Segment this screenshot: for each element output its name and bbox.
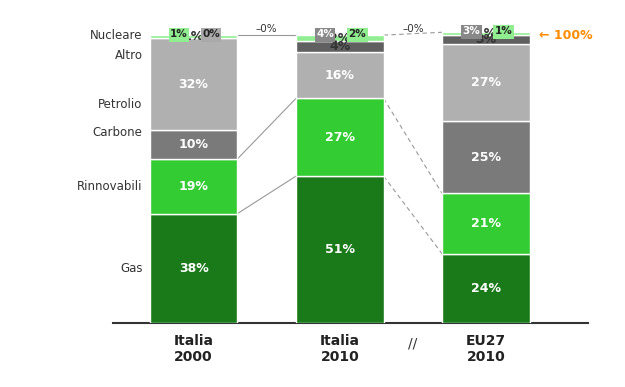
Bar bbox=[442, 122, 530, 194]
Text: 27%: 27% bbox=[471, 76, 501, 89]
Text: Nucleare: Nucleare bbox=[90, 29, 142, 42]
Bar bbox=[150, 35, 238, 38]
Bar bbox=[296, 98, 384, 176]
Text: 2%: 2% bbox=[349, 29, 366, 39]
Text: –0%: –0% bbox=[256, 24, 278, 34]
FancyBboxPatch shape bbox=[315, 28, 336, 42]
Text: 1%: 1% bbox=[183, 30, 204, 43]
Text: Rinnovabili: Rinnovabili bbox=[77, 180, 142, 193]
Text: 3%: 3% bbox=[476, 33, 496, 46]
Bar bbox=[150, 38, 238, 130]
FancyBboxPatch shape bbox=[201, 28, 221, 42]
Text: 4%: 4% bbox=[329, 40, 351, 53]
Bar bbox=[296, 35, 384, 41]
Text: 38%: 38% bbox=[179, 262, 209, 275]
Bar bbox=[442, 32, 530, 35]
Text: Carbone: Carbone bbox=[92, 127, 142, 139]
Text: 21%: 21% bbox=[471, 217, 501, 230]
Text: 1%: 1% bbox=[476, 27, 497, 40]
Text: 16%: 16% bbox=[325, 69, 355, 82]
Bar bbox=[296, 52, 384, 98]
FancyBboxPatch shape bbox=[347, 28, 368, 42]
Text: 2%: 2% bbox=[329, 31, 351, 45]
FancyBboxPatch shape bbox=[461, 25, 482, 39]
Text: 19%: 19% bbox=[179, 180, 209, 193]
Text: 4%: 4% bbox=[316, 29, 334, 39]
Bar bbox=[442, 194, 530, 254]
Text: 32%: 32% bbox=[179, 77, 209, 91]
Bar bbox=[442, 35, 530, 44]
Bar bbox=[296, 176, 384, 323]
Text: 1%: 1% bbox=[494, 26, 512, 36]
Text: Altro: Altro bbox=[114, 49, 142, 62]
Text: 3%: 3% bbox=[462, 26, 480, 36]
Text: 24%: 24% bbox=[471, 282, 501, 295]
Text: //: // bbox=[408, 336, 418, 350]
Bar bbox=[296, 41, 384, 52]
FancyBboxPatch shape bbox=[169, 28, 189, 42]
Text: –0%: –0% bbox=[402, 24, 424, 34]
Text: 25%: 25% bbox=[471, 151, 501, 164]
Text: 1%: 1% bbox=[170, 29, 188, 39]
Bar bbox=[150, 159, 238, 214]
Bar bbox=[442, 44, 530, 122]
Text: Petrolio: Petrolio bbox=[98, 98, 142, 111]
Text: ← 100%: ← 100% bbox=[539, 29, 592, 42]
Text: 10%: 10% bbox=[179, 138, 209, 151]
Bar bbox=[150, 130, 238, 159]
Text: Gas: Gas bbox=[120, 262, 142, 275]
Text: 0%: 0% bbox=[202, 29, 220, 39]
FancyBboxPatch shape bbox=[493, 25, 514, 39]
Bar bbox=[442, 254, 530, 323]
Text: 51%: 51% bbox=[325, 243, 355, 256]
Text: 27%: 27% bbox=[325, 131, 355, 144]
Bar bbox=[150, 214, 238, 323]
